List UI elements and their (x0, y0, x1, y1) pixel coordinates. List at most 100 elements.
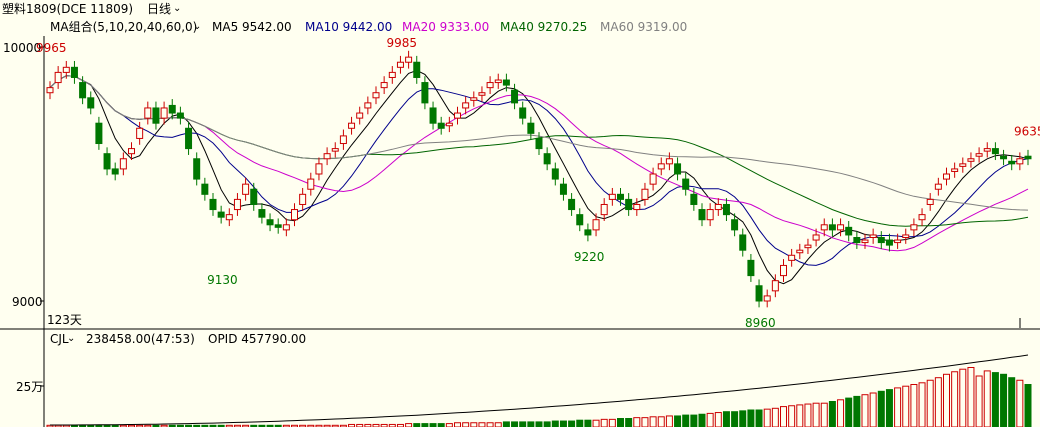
volume-bar (804, 403, 812, 427)
candle-body (413, 61, 421, 78)
volume-bar (396, 423, 404, 427)
open-interest-line (50, 354, 1029, 426)
candle-body (209, 198, 217, 211)
volume-legend: CJL ⌄ 238458.00(47:53) OPID 457790.00 (0, 330, 1040, 348)
candle-body (804, 244, 812, 249)
candle-body (421, 82, 429, 104)
candle-body (1008, 160, 1016, 165)
candle-body (837, 224, 845, 231)
volume-bar (1008, 377, 1016, 427)
ma5-value: MA5 9542.00 (212, 20, 292, 34)
volume-bar (837, 399, 845, 427)
candle-body (894, 239, 902, 244)
volume-bar (535, 421, 543, 427)
candle-body (796, 249, 804, 254)
volume-bar (584, 419, 592, 427)
candle-body (617, 193, 624, 200)
volume-bar (568, 420, 576, 427)
volume-bar (1016, 379, 1024, 427)
ma-group-label[interactable]: MA组合(5,10,20,40,60,0) (50, 20, 198, 34)
candle-body (951, 168, 959, 172)
volume-bar (380, 423, 388, 427)
volume-bar (657, 416, 665, 427)
candle-body (714, 203, 722, 211)
candle-body (258, 209, 266, 218)
candle-body (641, 188, 649, 200)
volume-bar (617, 418, 624, 427)
volume-bar (796, 404, 804, 427)
volume-bar (641, 417, 649, 427)
volume-bar (674, 415, 682, 427)
volume-bar (421, 423, 429, 427)
ma60-value: MA60 9319.00 (600, 20, 688, 34)
volume-bar (894, 387, 902, 427)
candle-body (771, 280, 779, 292)
candle-body (828, 224, 836, 231)
volume-bar (934, 377, 942, 427)
candle-body (79, 82, 87, 99)
candle-body (356, 112, 364, 119)
candle-body (755, 285, 763, 302)
volume-bar (527, 421, 535, 427)
candle-body (160, 107, 168, 119)
candle-body (902, 234, 910, 239)
candle-body (128, 148, 135, 155)
chevron-down-icon[interactable]: ⌄ (67, 333, 76, 344)
volume-bar (633, 417, 641, 427)
volume-bar (991, 372, 999, 427)
candle-body (62, 66, 70, 73)
candle-body (486, 82, 494, 89)
contract-title: 塑料1809(DCE 11809) (2, 2, 134, 16)
candle-body (388, 71, 396, 78)
candle-body (470, 97, 478, 101)
volume-bar (388, 423, 396, 427)
volume-bar (356, 423, 364, 427)
candle-body (87, 97, 95, 109)
candle-body (454, 112, 461, 119)
candle-body (95, 122, 103, 145)
candle-body (706, 209, 714, 221)
candle-body (282, 224, 290, 231)
candle-body (722, 203, 730, 216)
candle-body (600, 203, 608, 216)
chevron-down-icon[interactable]: ⌄ (193, 21, 202, 32)
candle-body (405, 56, 413, 63)
candle-body (323, 153, 331, 160)
candle-body (144, 107, 152, 119)
volume-bar (372, 423, 380, 427)
cjl-label[interactable]: CJL (50, 332, 69, 346)
period-label[interactable]: 日线 (147, 2, 172, 16)
volume-bar (885, 389, 893, 427)
volume-bar (959, 368, 967, 427)
volume-bar (828, 401, 836, 427)
candle-body (959, 163, 967, 167)
volume-bar (494, 422, 502, 427)
ma10-value: MA10 9442.00 (305, 20, 393, 34)
ma-legend: MA组合(5,10,20,40,60,0) ⌄ MA5 9542.00 MA10… (0, 18, 1040, 36)
volume-bar (665, 415, 673, 427)
candle-body (1024, 155, 1032, 160)
chevron-down-icon[interactable]: ⌄ (173, 3, 182, 14)
candle-body (348, 122, 356, 129)
candle-body (380, 82, 388, 89)
volume-bar (845, 397, 853, 427)
volume-bar (511, 421, 519, 427)
candle-body (649, 173, 657, 185)
volume-bar (625, 418, 633, 427)
annotations: 9965 9985 9130 9220 8960 9635 (36, 36, 1040, 330)
candle-body (274, 224, 282, 228)
volume-bar (763, 408, 771, 427)
candle-body (568, 198, 576, 211)
candle-body (201, 183, 209, 195)
volume-bar (698, 413, 706, 427)
candle-body (291, 209, 298, 221)
candle-body (242, 183, 250, 195)
candle-body (339, 135, 347, 145)
candles (46, 50, 1032, 308)
candle-body (788, 254, 796, 261)
volume-bar (519, 421, 527, 427)
volume-bar (608, 418, 616, 427)
y-tick-label-9000: 9000 (12, 295, 43, 309)
candle-body (674, 163, 682, 175)
